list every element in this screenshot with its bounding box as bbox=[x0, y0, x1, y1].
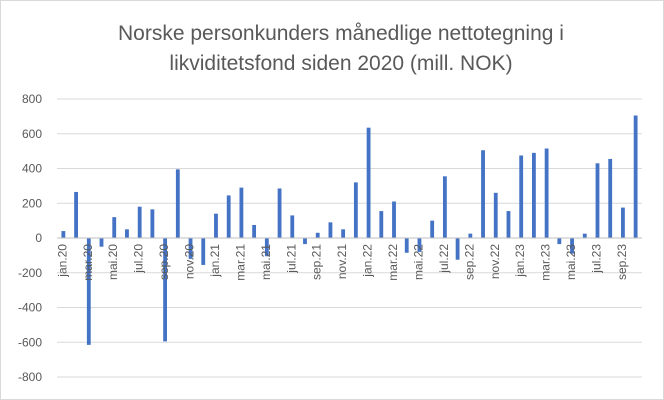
bar-jul.22 bbox=[442, 176, 447, 238]
chart-title: Norske personkunders månedlige nettotegn… bbox=[118, 22, 564, 75]
y-tick-label: 600 bbox=[22, 127, 42, 141]
bar-jun.20 bbox=[125, 229, 129, 238]
bar-des.21 bbox=[353, 182, 358, 238]
bar-feb.23 bbox=[531, 152, 536, 238]
x-tick-label: mai.21 bbox=[259, 244, 273, 280]
x-tick-label: nov.22 bbox=[488, 244, 502, 279]
bar-okt.23 bbox=[633, 115, 638, 238]
bar-apr.21 bbox=[252, 224, 257, 238]
bar-mar.23 bbox=[544, 148, 549, 238]
bar-mar.20 bbox=[86, 238, 91, 345]
bar-nov.20 bbox=[188, 238, 193, 259]
bar-jul.20 bbox=[137, 206, 142, 238]
bar-okt.20 bbox=[175, 169, 180, 238]
bar-mai.20 bbox=[112, 217, 117, 238]
x-tick-label: jan.23 bbox=[513, 244, 527, 278]
bar-sep.21 bbox=[315, 232, 320, 238]
bar-mai.23 bbox=[570, 238, 574, 254]
bar-apr.20 bbox=[99, 238, 104, 247]
x-tick-label: jul.22 bbox=[437, 244, 451, 274]
x-tick-label: sep.22 bbox=[462, 244, 476, 280]
bar-des.20 bbox=[201, 238, 206, 265]
bar-des.22 bbox=[506, 211, 511, 238]
bars bbox=[61, 115, 638, 345]
bar-sep.23 bbox=[621, 207, 625, 238]
x-tick-label: jan.20 bbox=[55, 244, 69, 278]
x-tick-label: mar.21 bbox=[233, 244, 247, 281]
bar-jun.22 bbox=[430, 220, 435, 239]
bar-jun.23 bbox=[582, 233, 587, 238]
x-tick-label: nov.21 bbox=[335, 244, 349, 279]
y-tick-label: 200 bbox=[22, 196, 42, 210]
y-tick-label: -400 bbox=[18, 301, 42, 315]
bar-feb.22 bbox=[379, 211, 384, 238]
x-tick-label: mai.20 bbox=[106, 244, 120, 280]
y-tick-label: -200 bbox=[18, 266, 42, 280]
x-tick-label: mai.22 bbox=[411, 244, 425, 280]
bar-okt.21 bbox=[328, 222, 333, 238]
bar-mar.21 bbox=[239, 187, 244, 238]
y-tick-label: 0 bbox=[35, 231, 42, 245]
x-tick-label: mar.22 bbox=[386, 244, 400, 281]
x-axis-labels: jan.20 mar.20 mai.20 jul.20 sep.20 nov.20 jan.… bbox=[55, 244, 629, 281]
bar-mai.21 bbox=[264, 238, 269, 257]
bar-sep.22 bbox=[468, 233, 473, 238]
y-tick-label: -600 bbox=[18, 335, 42, 349]
bar-sep.20 bbox=[163, 238, 168, 342]
y-axis-labels: 800 600 400 200 0 -200 -400 -600 -800 bbox=[18, 92, 42, 384]
y-tick-label: 800 bbox=[22, 92, 42, 106]
bar-jul.21 bbox=[290, 215, 295, 238]
x-tick-label: mai.23 bbox=[564, 244, 578, 280]
x-tick-label: sep.23 bbox=[615, 244, 629, 280]
bar-aug.20 bbox=[150, 209, 155, 238]
bar-apr.22 bbox=[404, 238, 409, 253]
bar-feb.21 bbox=[226, 195, 231, 238]
bar-aug.22 bbox=[455, 238, 460, 260]
x-tick-label: jan.21 bbox=[208, 244, 222, 278]
bar-mar.22 bbox=[392, 201, 396, 238]
bar-jan.23 bbox=[519, 155, 524, 238]
x-tick-label: jul.20 bbox=[132, 244, 146, 274]
x-tick-label: jan.22 bbox=[361, 244, 375, 278]
x-tick-label: jul.21 bbox=[284, 244, 298, 274]
y-tick-label: -800 bbox=[18, 370, 42, 384]
bar-okt.22 bbox=[481, 150, 485, 238]
bar-apr.23 bbox=[557, 238, 562, 245]
bar-jan.22 bbox=[366, 127, 371, 238]
x-tick-label: jul.23 bbox=[589, 244, 603, 274]
x-tick-label: mar.23 bbox=[539, 244, 553, 281]
bar-nov.22 bbox=[493, 192, 498, 238]
x-tick-label: mar.20 bbox=[81, 244, 95, 281]
x-tick-label: sep.21 bbox=[310, 244, 324, 280]
bar-jan.20 bbox=[61, 231, 66, 238]
bar-nov.21 bbox=[341, 229, 346, 238]
bar-aug.21 bbox=[303, 238, 307, 245]
y-tick-label: 400 bbox=[22, 162, 42, 176]
x-tick-label: nov.20 bbox=[183, 244, 197, 279]
bar-jan.21 bbox=[214, 213, 218, 238]
bar-mai.22 bbox=[417, 238, 422, 252]
bar-jun.21 bbox=[277, 188, 282, 238]
bar-jul.23 bbox=[595, 163, 600, 238]
x-tick-label: sep.20 bbox=[157, 244, 171, 280]
bar-feb.20 bbox=[74, 191, 78, 238]
bar-aug.23 bbox=[608, 158, 613, 238]
